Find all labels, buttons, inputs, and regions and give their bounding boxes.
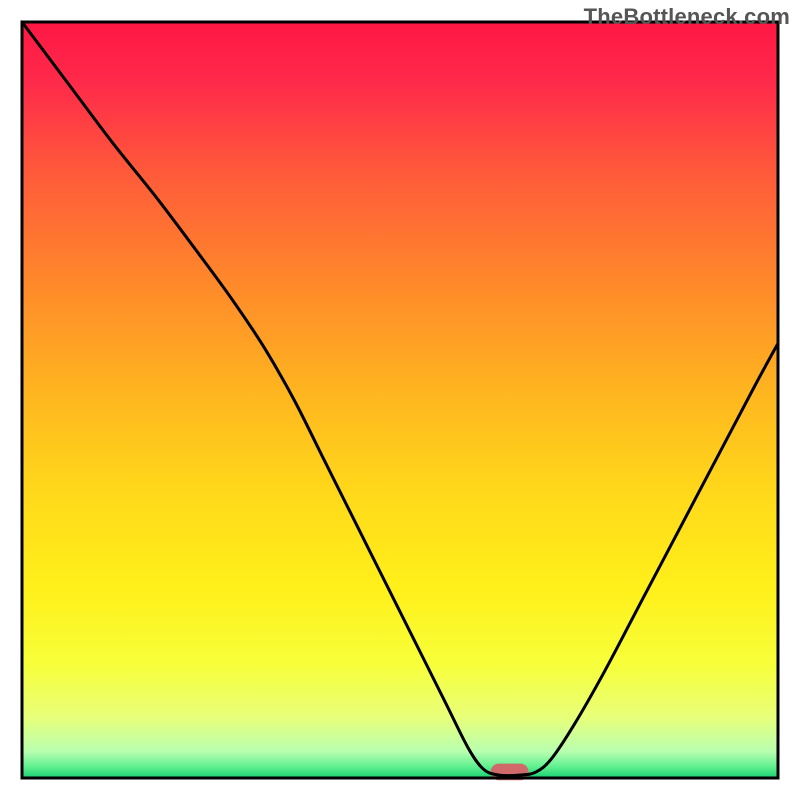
watermark-text: TheBottleneck.com — [584, 4, 790, 30]
chart-container: TheBottleneck.com — [0, 0, 800, 800]
bottleneck-chart — [0, 0, 800, 800]
plot-background — [22, 22, 778, 778]
